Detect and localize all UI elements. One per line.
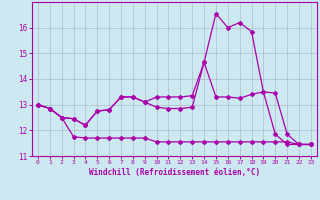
X-axis label: Windchill (Refroidissement éolien,°C): Windchill (Refroidissement éolien,°C) <box>89 168 260 177</box>
